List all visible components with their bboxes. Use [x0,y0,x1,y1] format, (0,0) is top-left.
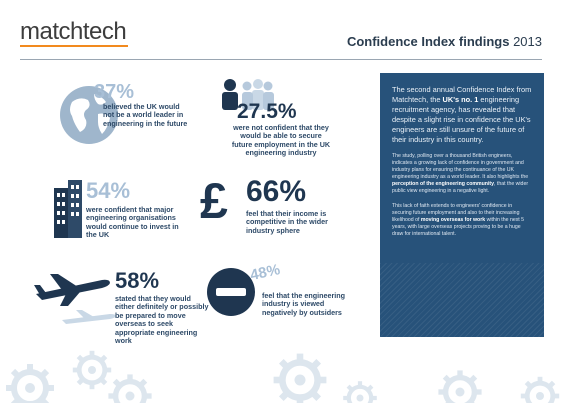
stat-caption: feel that the engineering industry is vi… [262,291,346,317]
header-divider [20,59,542,60]
matchtech-logo: matchtech [20,18,127,45]
stat-value: 66% [246,175,307,208]
panel-intro: The second annual Confidence Index from … [392,85,532,144]
stat-value: 37% [94,81,135,103]
stat-caption: were not confident that they would be ab… [231,123,331,158]
plane-icon [60,310,120,326]
stat-value: 58% [115,268,160,293]
plane-icon [32,270,112,308]
panel-paragraph: This lack of faith extends to engineers'… [392,203,525,238]
stat-caption: believed the UK would not be a world lea… [103,102,188,128]
people-icon [214,78,278,110]
panel-paragraph: The study, polling over a thousand Briti… [392,152,529,194]
pound-icon: £ [200,173,228,229]
building-icon [54,180,82,238]
logo-underline [20,45,128,47]
page-title: Confidence Index findings 2013 [346,34,542,49]
minus-icon [206,267,256,317]
summary-panel: The second annual Confidence Index from … [380,73,544,337]
panel-hatch-pattern [380,263,544,337]
stat-value: 54% [86,178,131,203]
stat-caption: were confident that major engineering or… [86,205,179,240]
stat-value: 27.5% [237,100,297,123]
globe-icon [58,84,120,146]
stat-caption: feel that their income is competitive in… [246,209,328,235]
stat-value: 48% [248,261,282,284]
gears-decoration [0,336,570,403]
stat-caption: stated that they would either definitely… [115,294,209,346]
